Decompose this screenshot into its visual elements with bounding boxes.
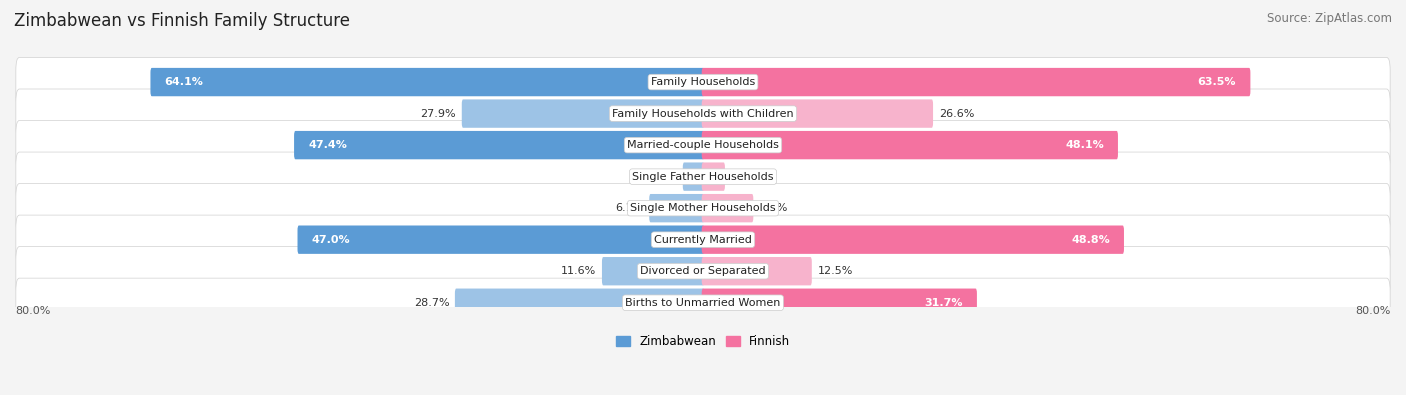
Text: Family Households: Family Households: [651, 77, 755, 87]
FancyBboxPatch shape: [702, 68, 1250, 96]
Text: 26.6%: 26.6%: [939, 109, 974, 118]
FancyBboxPatch shape: [461, 100, 704, 128]
Text: 2.4%: 2.4%: [731, 172, 759, 182]
Text: 47.4%: 47.4%: [308, 140, 347, 150]
FancyBboxPatch shape: [602, 257, 704, 286]
Text: 80.0%: 80.0%: [1355, 306, 1391, 316]
Text: 28.7%: 28.7%: [413, 298, 450, 308]
FancyBboxPatch shape: [702, 288, 977, 317]
FancyBboxPatch shape: [15, 58, 1391, 107]
FancyBboxPatch shape: [456, 288, 704, 317]
FancyBboxPatch shape: [702, 194, 754, 222]
FancyBboxPatch shape: [15, 246, 1391, 296]
Text: 5.7%: 5.7%: [759, 203, 787, 213]
Text: 80.0%: 80.0%: [15, 306, 51, 316]
FancyBboxPatch shape: [702, 257, 811, 286]
FancyBboxPatch shape: [15, 120, 1391, 170]
Text: Currently Married: Currently Married: [654, 235, 752, 245]
Text: 64.1%: 64.1%: [165, 77, 204, 87]
Text: 12.5%: 12.5%: [817, 266, 853, 276]
FancyBboxPatch shape: [298, 226, 704, 254]
FancyBboxPatch shape: [15, 89, 1391, 138]
Text: Married-couple Households: Married-couple Households: [627, 140, 779, 150]
Text: 2.2%: 2.2%: [648, 172, 678, 182]
Text: 63.5%: 63.5%: [1198, 77, 1236, 87]
Text: 48.1%: 48.1%: [1064, 140, 1104, 150]
Text: Zimbabwean vs Finnish Family Structure: Zimbabwean vs Finnish Family Structure: [14, 12, 350, 30]
FancyBboxPatch shape: [702, 226, 1123, 254]
FancyBboxPatch shape: [150, 68, 704, 96]
Text: 47.0%: 47.0%: [312, 235, 350, 245]
FancyBboxPatch shape: [294, 131, 704, 159]
Text: Single Mother Households: Single Mother Households: [630, 203, 776, 213]
FancyBboxPatch shape: [15, 278, 1391, 327]
FancyBboxPatch shape: [683, 162, 704, 191]
Text: Source: ZipAtlas.com: Source: ZipAtlas.com: [1267, 12, 1392, 25]
FancyBboxPatch shape: [15, 152, 1391, 201]
Text: Divorced or Separated: Divorced or Separated: [640, 266, 766, 276]
Text: 6.1%: 6.1%: [616, 203, 644, 213]
FancyBboxPatch shape: [702, 162, 725, 191]
FancyBboxPatch shape: [702, 131, 1118, 159]
Text: Family Households with Children: Family Households with Children: [612, 109, 794, 118]
Text: Single Father Households: Single Father Households: [633, 172, 773, 182]
FancyBboxPatch shape: [702, 100, 934, 128]
FancyBboxPatch shape: [15, 215, 1391, 264]
Text: 31.7%: 31.7%: [924, 298, 963, 308]
FancyBboxPatch shape: [15, 184, 1391, 233]
Text: Births to Unmarried Women: Births to Unmarried Women: [626, 298, 780, 308]
Text: 27.9%: 27.9%: [420, 109, 456, 118]
Legend: Zimbabwean, Finnish: Zimbabwean, Finnish: [616, 335, 790, 348]
Text: 11.6%: 11.6%: [561, 266, 596, 276]
Text: 48.8%: 48.8%: [1071, 235, 1109, 245]
FancyBboxPatch shape: [650, 194, 704, 222]
